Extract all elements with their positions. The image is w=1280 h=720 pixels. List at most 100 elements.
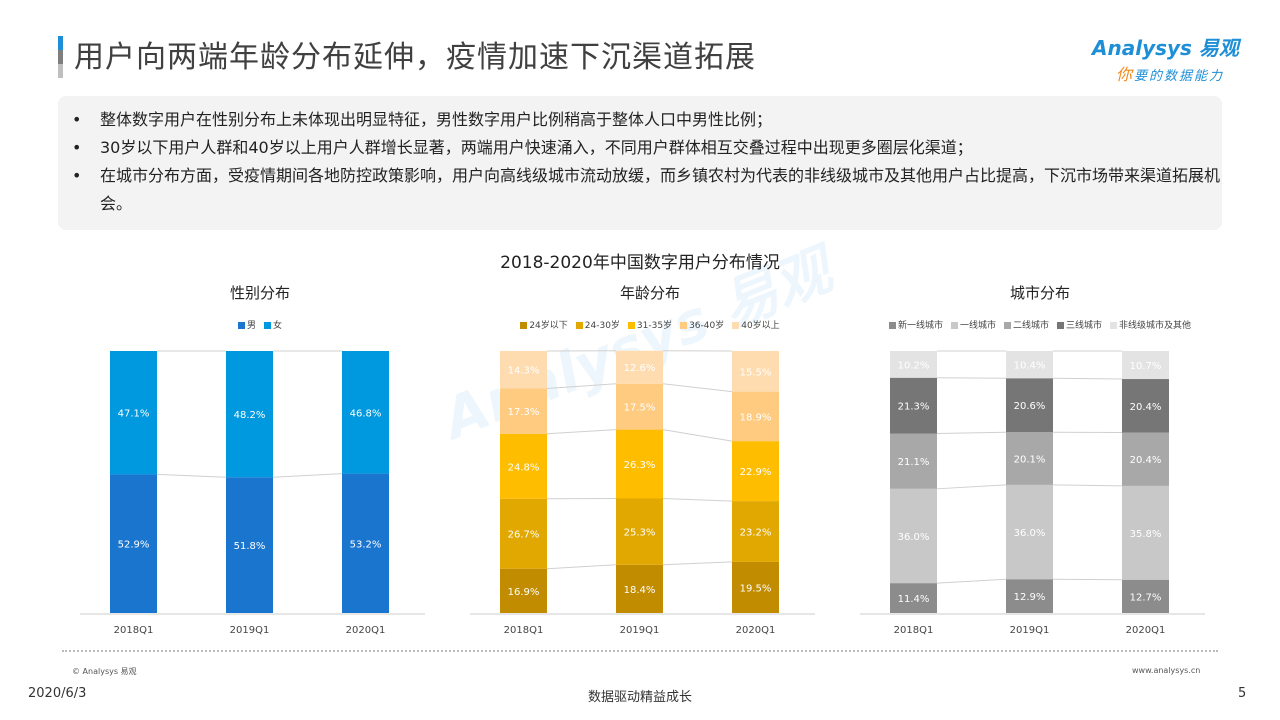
legend-label: 二线城市	[1012, 321, 1049, 331]
date: 2020/6/3	[28, 686, 87, 701]
x-tick-label: 2020Q1	[736, 625, 776, 636]
series-connector-line	[546, 429, 617, 435]
legend-label: 31-35岁	[636, 321, 673, 331]
data-label: 26.3%	[624, 460, 656, 471]
bar-segment	[732, 501, 779, 562]
x-tick-label: 2018Q1	[894, 625, 934, 636]
series-connector-line	[936, 431, 1007, 435]
logo-slogan-rest: 要的数据能力	[1134, 69, 1225, 84]
bar-segment	[110, 351, 157, 475]
legend-item: 36-40岁	[680, 321, 724, 331]
legend-swatch	[627, 322, 635, 329]
title-accent-bar	[58, 36, 63, 78]
data-label: 20.4%	[1130, 402, 1162, 413]
legend-label: 一线城市	[959, 321, 996, 331]
bar-segment	[1122, 351, 1169, 380]
logo-slogan-accent: 你	[1116, 65, 1135, 84]
legend-label: 40岁以上	[741, 321, 780, 331]
legend-swatch	[575, 322, 583, 329]
chart-plot: 52.9% 47.1% 2018Q1 51.8% 48.2% 2019Q1 53.2% 46.…	[80, 350, 425, 636]
data-label: 48.2%	[234, 410, 266, 421]
data-label: 21.1%	[898, 457, 930, 468]
chart-plot: 16.9% 26.7% 24.8% 17.3% 14.3% 2018Q1 18.4% 25.3…	[470, 350, 815, 636]
logo-brand: Analysys 易观	[1092, 36, 1239, 60]
legend-item: 非线级城市及其他	[1110, 321, 1191, 331]
data-label: 10.2%	[898, 360, 930, 371]
chart-legend: 新一线城市 一线城市 二线城市 三线城市 非线级城市及其他	[860, 318, 1220, 331]
series-connector-line	[662, 383, 733, 393]
legend-item: 男	[237, 321, 256, 331]
bar-segment	[1122, 485, 1169, 580]
chart-legend: 男女	[80, 318, 440, 331]
series-connector-line	[936, 484, 1007, 490]
legend-swatch	[732, 322, 740, 329]
data-label: 10.4%	[1014, 361, 1046, 372]
bar-segment	[732, 441, 779, 502]
data-label: 25.3%	[624, 528, 656, 539]
x-tick-label: 2018Q1	[504, 625, 544, 636]
bullet: •	[72, 138, 82, 157]
data-label: 14.3%	[508, 366, 540, 377]
x-tick-label: 2019Q1	[1010, 625, 1050, 636]
series-connector-line	[936, 377, 1007, 379]
data-label: 17.5%	[624, 403, 656, 414]
bar-segment	[616, 429, 663, 499]
data-label: 11.4%	[898, 594, 930, 605]
data-label: 10.7%	[1130, 361, 1162, 372]
bar-segment	[1006, 432, 1053, 485]
summary-text: 整体数字用户在性别分布上未体现出明显特征，男性数字用户比例稍高于整体人口中男性比…	[100, 110, 773, 129]
x-tick-label: 2018Q1	[114, 625, 154, 636]
data-label: 53.2%	[350, 539, 382, 550]
bar-segment	[616, 498, 663, 565]
bar-segment	[616, 564, 663, 613]
chart-legend: 24岁以下 24-30岁 31-35岁 36-40岁 40岁以上	[470, 318, 830, 331]
copyright: © Analysys 易观	[72, 667, 137, 676]
series-connector-line	[546, 564, 617, 570]
legend-item: 新一线城市	[888, 321, 943, 331]
website-link[interactable]: www.analysys.cn	[1132, 666, 1201, 675]
summary-item: • 整体数字用户在性别分布上未体现出明显特征，男性数字用户比例稍高于整体人口中男性…	[58, 106, 1222, 134]
bar-segment	[1006, 579, 1053, 613]
bar-segment	[226, 351, 273, 478]
bar-segment	[1122, 379, 1169, 433]
data-label: 19.5%	[740, 583, 772, 594]
bar-segment	[500, 433, 547, 499]
chart-main-title: 2018-2020年中国数字用户分布情况	[500, 253, 780, 273]
x-tick-label: 2019Q1	[230, 625, 270, 636]
series-connector-line	[662, 561, 733, 566]
data-label: 15.5%	[740, 367, 772, 378]
bar-segment	[616, 350, 663, 384]
footer-divider	[62, 650, 1218, 652]
bar-segment	[500, 568, 547, 613]
data-label: 17.3%	[508, 407, 540, 418]
bar-segment	[616, 383, 663, 430]
legend-swatch	[237, 322, 245, 329]
legend-swatch	[1110, 322, 1118, 329]
bar-segment	[110, 474, 157, 613]
legend-item: 三线城市	[1057, 321, 1102, 331]
data-label: 52.9%	[118, 540, 150, 551]
legend-swatch	[264, 322, 271, 329]
summary-text: 在城市分布方面，受疫情期间各地防控政策影响，用户向高线级城市流动放缓，而乡镇农村…	[100, 166, 1221, 213]
data-label: 51.8%	[234, 541, 266, 552]
bar-segment	[342, 351, 389, 474]
bar-segment	[342, 473, 389, 613]
bullet: •	[72, 110, 82, 129]
summary-box: • 整体数字用户在性别分布上未体现出明显特征，男性数字用户比例稍高于整体人口中男性…	[58, 96, 1222, 230]
bar-segment	[890, 377, 937, 434]
data-label: 46.8%	[350, 408, 382, 419]
bar-segment	[890, 488, 937, 584]
legend-label: 女	[273, 321, 283, 331]
footer-slogan: 数据驱动精益成长	[587, 690, 692, 705]
legend-swatch	[1003, 322, 1011, 329]
data-label: 12.6%	[624, 363, 656, 374]
bar-segment	[732, 351, 779, 392]
bar-segment	[890, 433, 937, 489]
legend-label: 新一线城市	[897, 321, 943, 331]
legend-item: 31-35岁	[627, 321, 673, 331]
chart-plot: 11.4% 36.0% 21.1% 21.3% 10.2% 2018Q1 12.9% 36.0…	[860, 350, 1205, 636]
legend-item: 女	[264, 321, 282, 331]
analysys-logo: Analysys 易观 你要的数据能力	[1092, 32, 1252, 85]
legend-item: 40岁以上	[732, 321, 780, 331]
data-label: 16.9%	[508, 587, 540, 598]
